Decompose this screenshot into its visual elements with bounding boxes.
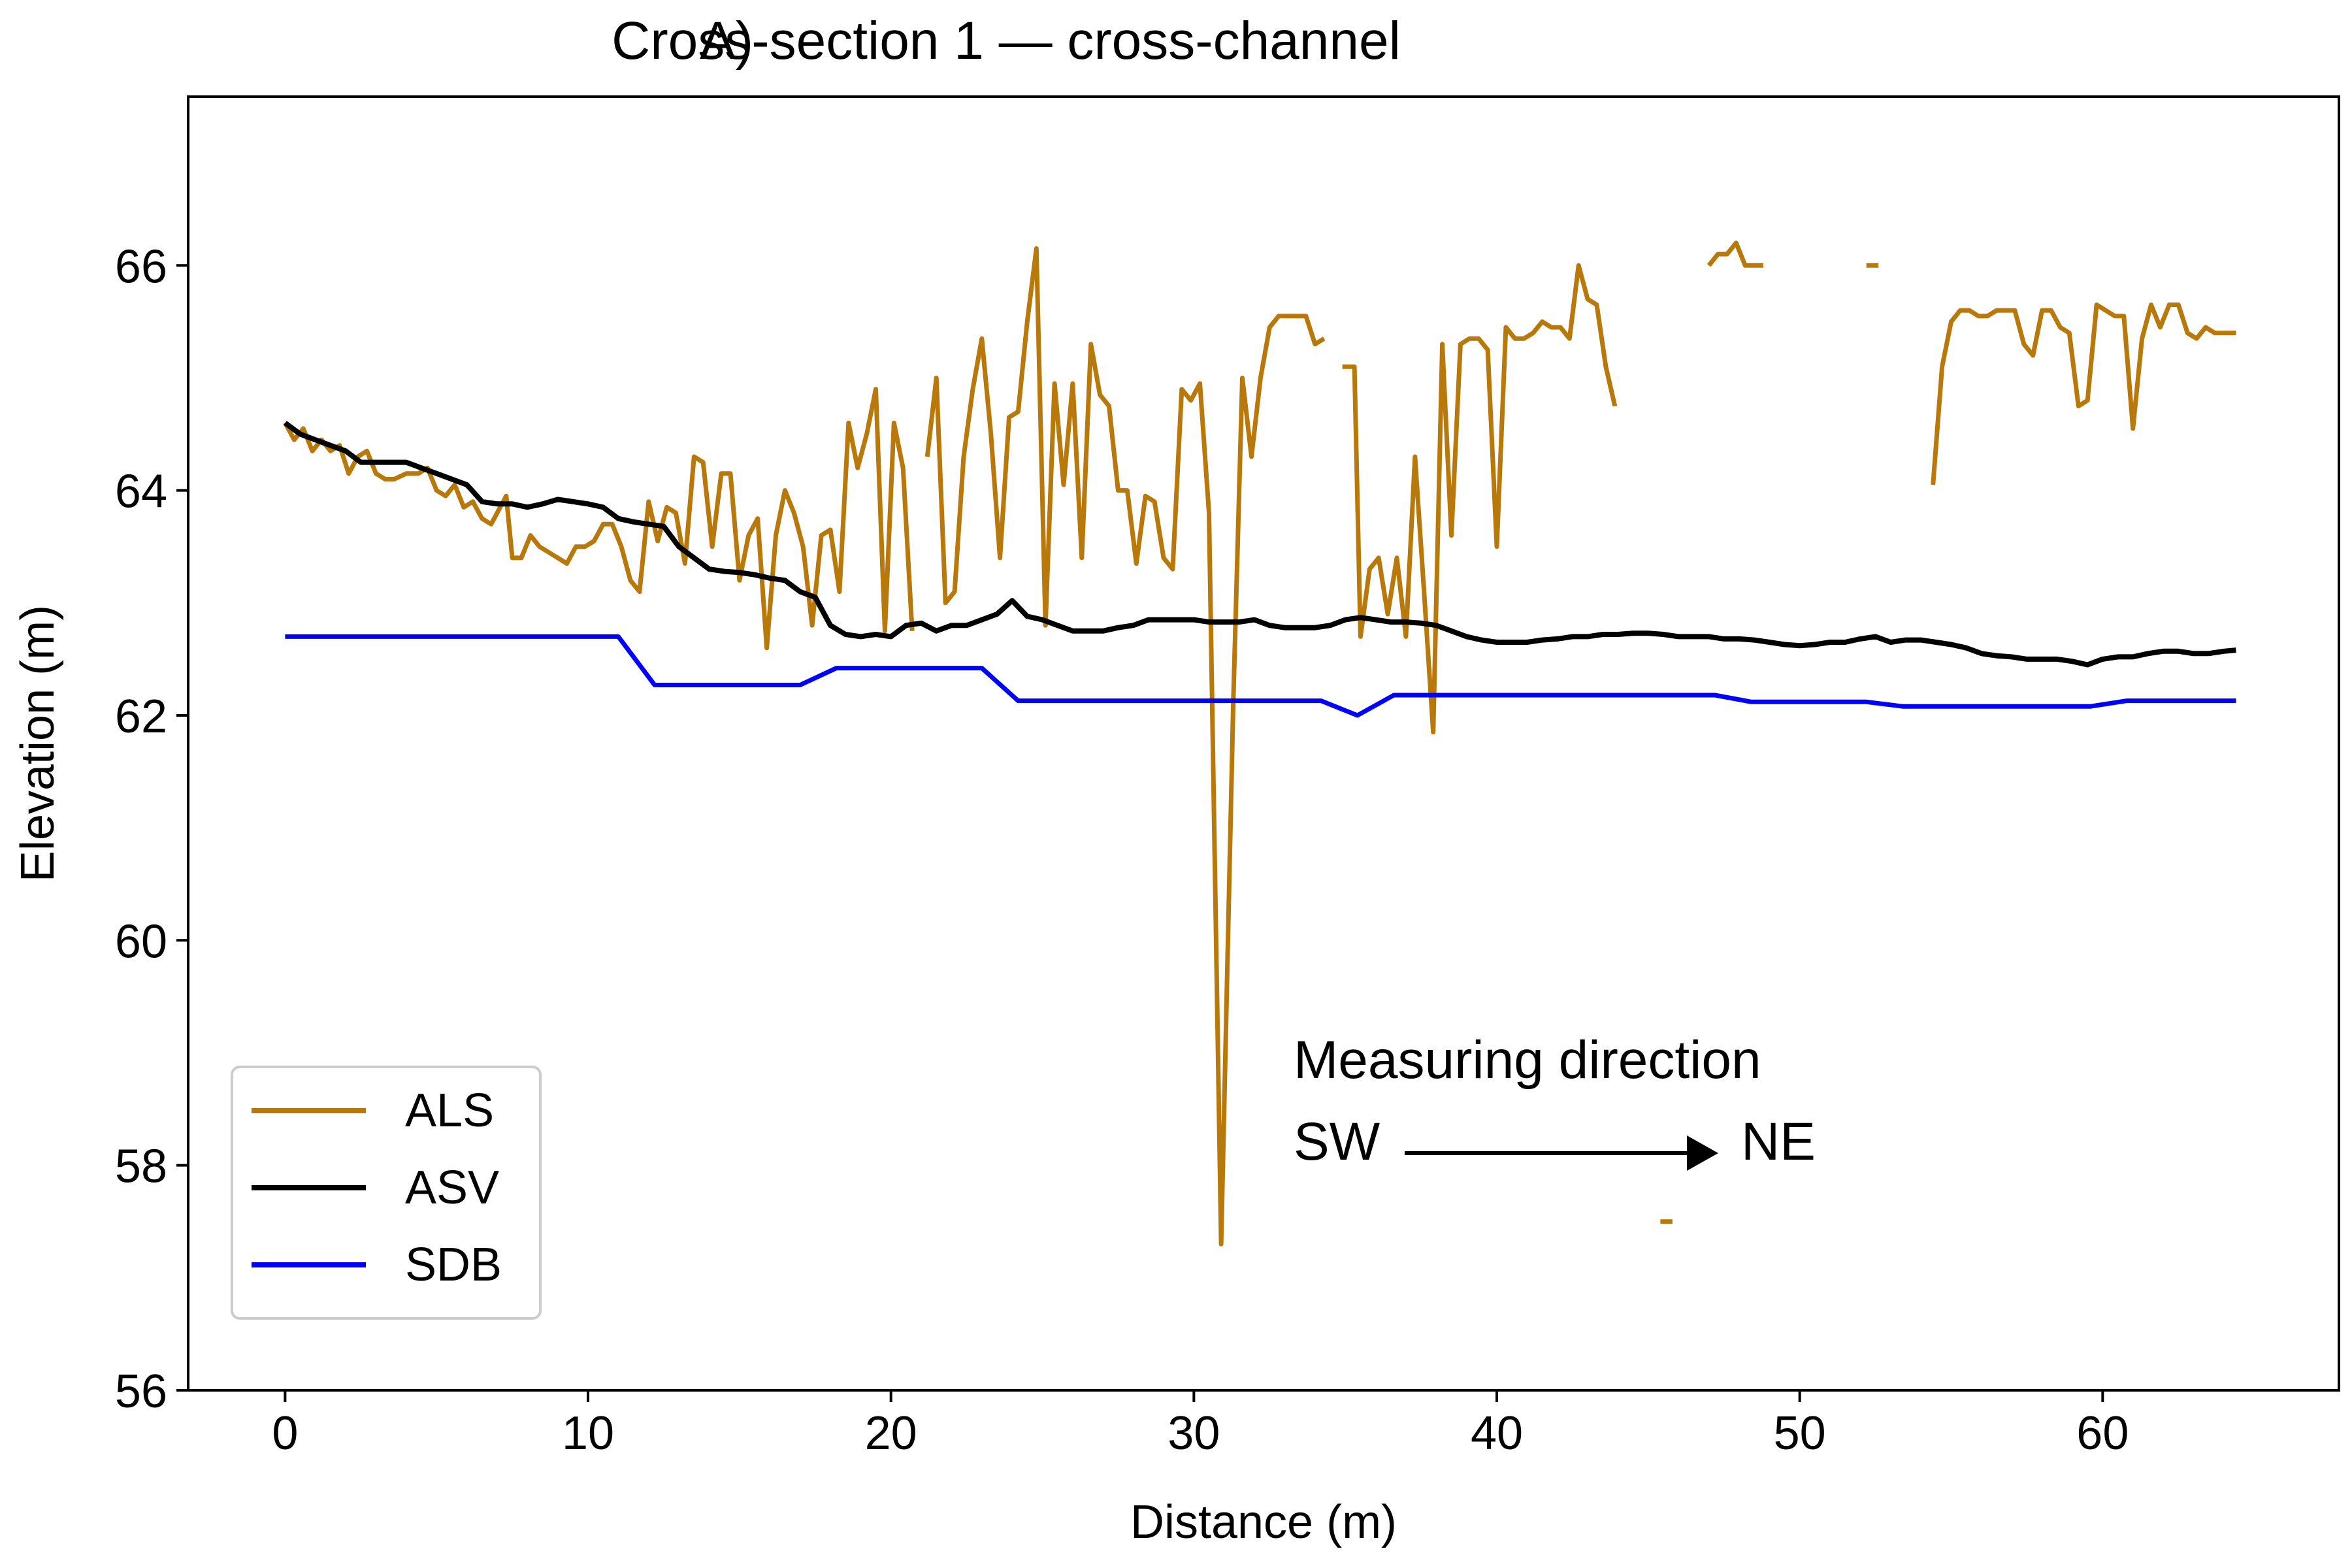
- y-tick-label: 62: [115, 691, 167, 743]
- axis-ticks: 0 10 20 30 40 50 60 56 58 60 62 64 66: [115, 240, 2129, 1460]
- arrow-right-icon: [1687, 1135, 1718, 1171]
- x-axis-label: Distance (m): [1130, 1496, 1397, 1548]
- legend: ALS ASV SDB: [231, 1066, 542, 1320]
- series-als-line-segment-1: [924, 246, 1326, 1247]
- x-tick-label: 60: [2076, 1407, 2129, 1460]
- series-als-line-segment-6: [1931, 302, 2236, 485]
- annotation-heading: Measuring direction: [1294, 1030, 1761, 1090]
- annotation-to: NE: [1741, 1112, 1816, 1171]
- measuring-direction-annotation: Measuring direction SW NE: [1294, 1030, 1816, 1171]
- series-sdb-line-segment-0: [285, 634, 2236, 718]
- x-tick-label: 40: [1471, 1407, 1523, 1460]
- series-asv-line-segment-0: [284, 421, 2236, 668]
- y-tick-label: 66: [115, 240, 167, 293]
- x-tick-label: 30: [1168, 1407, 1220, 1460]
- x-tick-label: 20: [865, 1407, 917, 1460]
- y-tick-label: 58: [115, 1141, 167, 1193]
- series-als-line-segment-3: [1707, 240, 1763, 268]
- y-axis-label: Elevation (m): [12, 605, 64, 882]
- legend-label-asv: ASV: [405, 1162, 499, 1214]
- annotation-from: SW: [1294, 1112, 1380, 1171]
- y-tick-label: 60: [115, 915, 167, 968]
- y-tick-label: 64: [115, 466, 167, 518]
- chart-title: Cross-section 1 — cross-channel: [612, 11, 1401, 71]
- legend-box: [231, 1066, 542, 1320]
- series-als-line-segment-2: [1342, 263, 1618, 735]
- x-tick-label: 50: [1774, 1407, 1826, 1460]
- x-tick-label: 10: [562, 1407, 614, 1460]
- plot-frame: [187, 95, 2340, 1392]
- series-als-line-segment-0: [283, 387, 915, 651]
- legend-label-sdb: SDB: [405, 1239, 502, 1291]
- x-tick-label: 0: [272, 1407, 298, 1460]
- panel-label: A): [700, 11, 753, 71]
- data-lines: [283, 240, 2236, 1247]
- y-tick-label: 56: [115, 1365, 167, 1418]
- legend-label-als: ALS: [405, 1085, 494, 1137]
